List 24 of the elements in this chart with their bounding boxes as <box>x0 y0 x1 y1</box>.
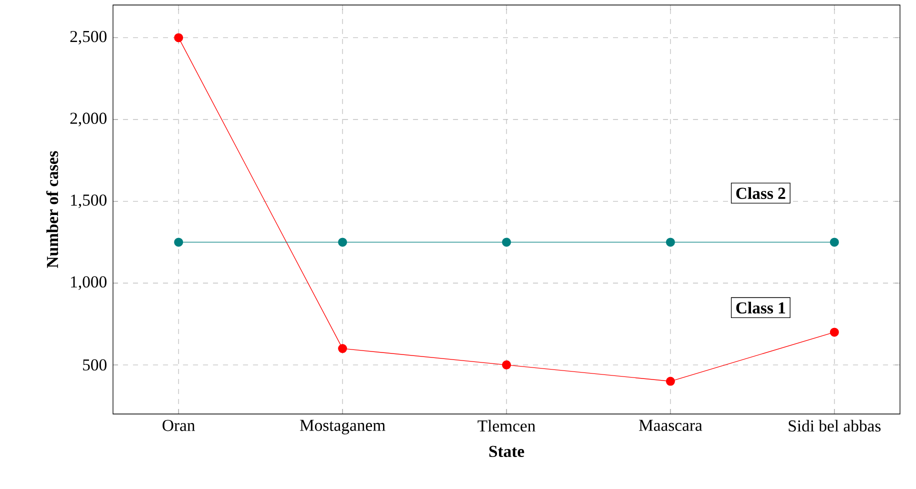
point <box>502 238 511 247</box>
point <box>830 328 839 337</box>
x-tick-label: Tlemcen <box>478 420 536 432</box>
point <box>502 360 511 370</box>
annotation: Class 2 <box>736 187 786 199</box>
x-tick-label: Sidi bel abbas <box>788 420 881 432</box>
point <box>174 33 184 42</box>
point <box>174 238 184 247</box>
x-tick-label: Mostaganem <box>300 420 386 434</box>
y-axis-title: Number of cases <box>46 151 58 268</box>
point <box>666 376 675 386</box>
y-tick-label: 2,500 <box>70 30 106 45</box>
y-tick-label: 500 <box>83 359 106 371</box>
x-axis-title: State <box>489 446 524 458</box>
x-tick-label: Maascara <box>639 420 702 431</box>
point <box>830 238 839 247</box>
y-tick-label: 2,000 <box>70 112 106 126</box>
y-tick-label: 1,500 <box>71 194 106 208</box>
x-tick-label: Oran <box>162 420 195 432</box>
point <box>338 344 348 354</box>
point <box>338 238 348 247</box>
y-tick-label: 1,000 <box>71 276 106 290</box>
point <box>666 238 675 247</box>
annotation: Class 1 <box>736 302 786 314</box>
